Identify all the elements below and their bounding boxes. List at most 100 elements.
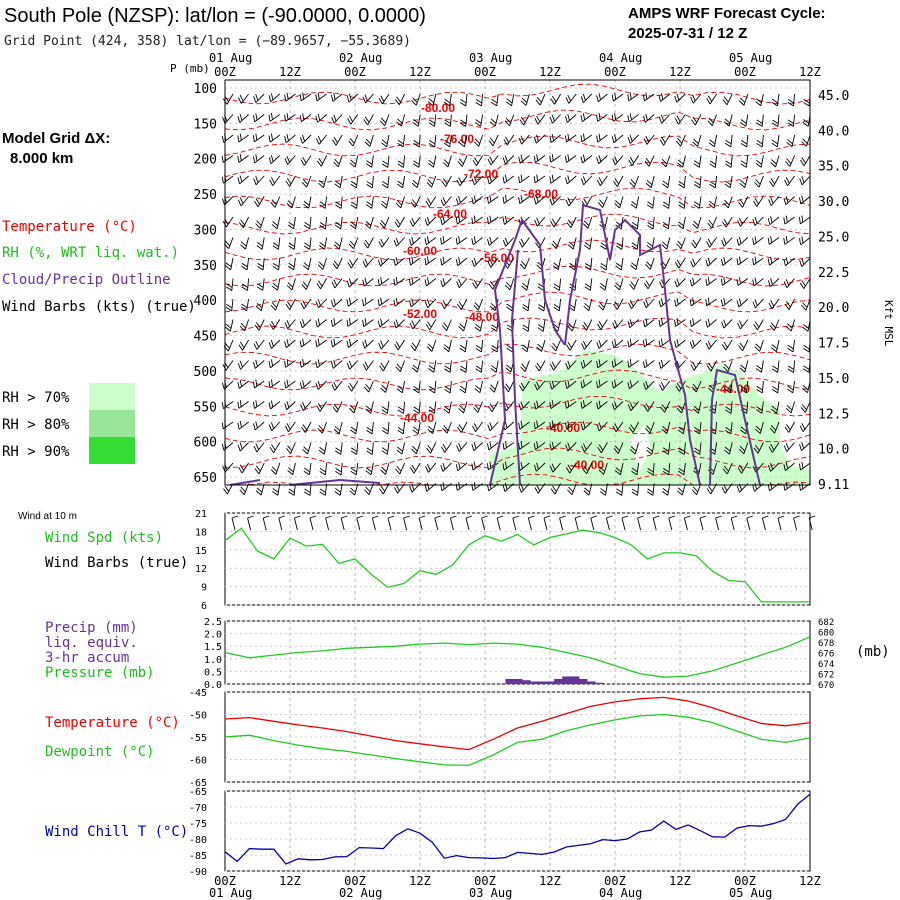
wind-barb-staff [460, 298, 468, 310]
wind-barb-flag [692, 141, 698, 147]
wind-barb-flag [738, 320, 743, 327]
wind-barb-flag [553, 306, 560, 312]
wind-barb-flag [315, 115, 319, 123]
precip-bar [546, 681, 555, 684]
wind-barb-flag [756, 122, 763, 127]
wind-barb [736, 256, 749, 266]
wind-barb-flag [315, 138, 320, 145]
wind-barb-flag [254, 200, 259, 208]
wind-barb-flag [362, 341, 366, 349]
wind-barb-flag [350, 221, 357, 227]
wind-barb-staff [535, 134, 546, 144]
wind-barb-flag [350, 180, 358, 186]
wind-barb [754, 175, 764, 188]
wind-barb-flag [801, 195, 804, 203]
wind-barb-flag [252, 115, 256, 122]
wind-barb [629, 278, 640, 290]
wind-barb-flag [677, 240, 683, 247]
wind-barb-flag [800, 159, 805, 167]
wind-barb-flag [798, 197, 802, 205]
wind-barb-flag [225, 262, 232, 268]
wind-barb-flag [241, 286, 248, 291]
wind-barb-flag [458, 326, 464, 332]
wind-barb [709, 175, 718, 189]
wind-barb-flag [238, 222, 244, 229]
wind-barb-staff [598, 339, 608, 349]
wind-barb-flag [707, 340, 712, 348]
wind-barb [798, 215, 811, 225]
wind-barb-staff [730, 134, 733, 147]
wind-barb-flag [722, 99, 728, 106]
wind-barb-flag [458, 279, 462, 286]
wind-barb [241, 278, 250, 291]
isotherm-line [224, 187, 811, 209]
wind-barb-flag [270, 339, 274, 347]
wind-barb-staff [490, 155, 499, 166]
wind-barb-staff [385, 196, 390, 209]
wind-barb-flag [303, 245, 310, 250]
wind-barb-staff [396, 237, 405, 247]
wind-barb-flag [442, 300, 447, 307]
wind-barb-staff [628, 114, 639, 123]
wind-barb-flag [380, 318, 383, 326]
wind-barb-flag [364, 361, 369, 369]
wind-barb-flag [705, 299, 708, 307]
wind-barb-flag [707, 318, 711, 326]
wind-barb [613, 298, 624, 310]
wind-barb [709, 155, 718, 168]
wind-barb-flag [303, 224, 311, 230]
wind-barb-flag [396, 96, 402, 103]
wind-barb-flag [487, 177, 490, 185]
wind-barb-flag [413, 143, 420, 148]
wind-barb-staff [261, 237, 265, 250]
wind-barb-staff [745, 114, 749, 127]
wind-barb-flag [333, 114, 337, 122]
wind-barb-flag [770, 347, 777, 353]
wind-barb [740, 134, 749, 148]
temp-panel-frame [224, 691, 811, 783]
wind-barb-flag [442, 178, 448, 185]
wind-barb-flag [533, 176, 536, 183]
wind-barb-staff [398, 93, 406, 105]
wind-barb-flag [756, 140, 763, 145]
wind-barb-flag [444, 365, 451, 370]
wind-barb-staff [790, 319, 796, 332]
wind-barb-staff [384, 114, 390, 126]
wind-barb-staff [676, 278, 686, 288]
wind-barb-flag [502, 176, 505, 184]
wind-barb-flag [380, 219, 386, 226]
wind-barb [426, 339, 437, 352]
wind-barb [426, 175, 437, 188]
wind-barb-flag [752, 238, 755, 245]
wind-barb-flag [738, 256, 741, 264]
wind-barb-flag [662, 224, 669, 230]
wind-barb-flag [569, 262, 576, 268]
pressure-tick-label: 400 [194, 294, 217, 309]
wind-barb-flag [268, 342, 272, 349]
wind-barb-flag [582, 340, 587, 348]
wind-barb-staff [753, 278, 764, 287]
wind-barb-flag [631, 225, 638, 230]
wind-barb-staff [682, 216, 686, 229]
wind-barb [253, 359, 265, 369]
wind-barb-flag [738, 236, 742, 244]
wind-barb-staff [668, 196, 671, 209]
wind-barb-flag [241, 303, 248, 309]
wind-barb-staff [675, 339, 686, 348]
wind-barb-staff [600, 175, 608, 187]
wind-barb-flag [393, 299, 396, 307]
wind-barb-staff [756, 319, 764, 331]
wind-barb-staff [481, 339, 484, 352]
wind-barb-flag [736, 238, 740, 246]
wind-barb [458, 319, 468, 332]
wind-barb [611, 112, 624, 122]
wind-barb-flag [270, 155, 274, 162]
wind-barb-staff [629, 134, 639, 144]
wind-barb-flag [647, 222, 654, 227]
wind-barb-flag [424, 258, 427, 265]
wind-barb-flag [381, 142, 387, 148]
wind-barb [629, 175, 640, 188]
wind-barb [490, 360, 499, 373]
wind-barb-flag [693, 201, 700, 206]
